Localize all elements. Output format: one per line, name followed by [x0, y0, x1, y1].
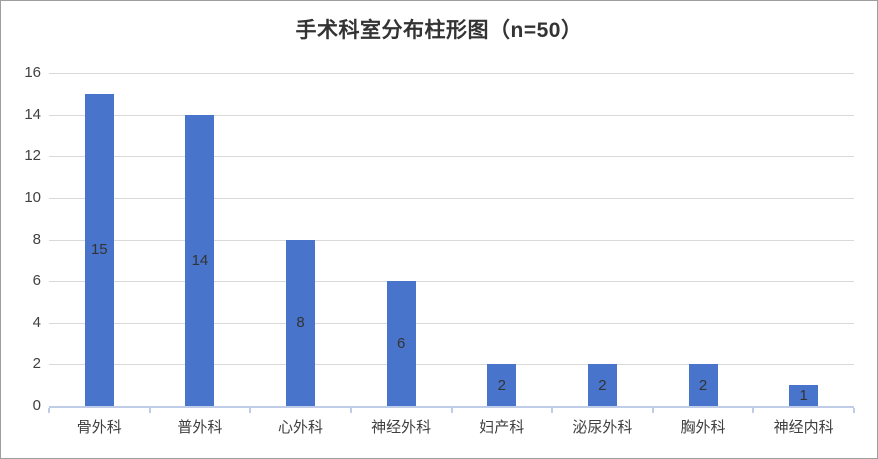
bar-普外科: 14 [185, 114, 215, 406]
gridline [49, 197, 854, 199]
y-axis-tick-label: 2 [32, 355, 41, 373]
bar-value-label: 6 [397, 335, 406, 353]
y-axis-tick-label: 4 [32, 313, 41, 331]
gridline [49, 114, 854, 116]
bar-泌尿外科: 2 [587, 364, 617, 406]
y-axis-tick-label: 12 [24, 147, 41, 165]
gridline [49, 73, 854, 74]
bar-value-label: 2 [698, 376, 708, 394]
y-axis-tick-label: 16 [24, 64, 41, 81]
bar-骨外科: 15 [84, 93, 114, 406]
y-axis-tick-label: 10 [24, 188, 41, 206]
x-axis-tick-mark [148, 408, 151, 413]
chart-title: 手术科室分布柱形图（n=50） [295, 19, 583, 42]
x-axis-tick-mark [551, 408, 554, 413]
x-category-label: 神经外科 [371, 419, 432, 436]
bar-value-label: 14 [191, 251, 209, 269]
x-axis-tick-mark [349, 408, 352, 413]
x-category-label: 心外科 [278, 419, 324, 436]
x-axis-tick-mark [450, 408, 453, 413]
x-category-label: 胸外科 [680, 419, 726, 436]
bar-神经内科: 1 [789, 385, 819, 406]
y-axis-tick-label: 14 [24, 105, 41, 123]
x-axis-tick-mark [249, 408, 252, 413]
x-category-label: 普外科 [177, 419, 223, 436]
gridline [49, 156, 854, 158]
x-axis-tick-mark [651, 408, 654, 413]
gridline [49, 239, 854, 241]
x-axis-tick-mark [48, 408, 50, 413]
x-axis-line [49, 406, 854, 408]
bar-胸外科: 2 [688, 364, 718, 406]
bar-value-label: 2 [598, 376, 607, 394]
x-axis-tick-mark [752, 408, 755, 413]
bar-value-label: 2 [497, 376, 506, 394]
x-category-label: 骨外科 [76, 419, 122, 436]
bar-妇产科: 2 [487, 364, 517, 406]
bar-value-label: 8 [296, 314, 305, 332]
x-category-label: 妇产科 [479, 419, 525, 436]
y-axis-tick-label: 0 [32, 397, 41, 414]
gridline [49, 322, 854, 324]
bar-value-label: 1 [799, 387, 808, 405]
bar-value-label: 15 [90, 241, 108, 259]
gridline [49, 364, 854, 366]
x-axis-tick-mark [853, 408, 855, 413]
bar-心外科: 8 [286, 239, 316, 406]
x-category-label: 泌尿外科 [572, 419, 633, 436]
x-category-label: 神经内科 [773, 419, 834, 436]
gridline [49, 281, 854, 283]
y-axis-tick-label: 8 [32, 230, 41, 248]
y-axis-tick-label: 6 [32, 272, 41, 290]
bar-神经外科: 6 [386, 281, 416, 406]
